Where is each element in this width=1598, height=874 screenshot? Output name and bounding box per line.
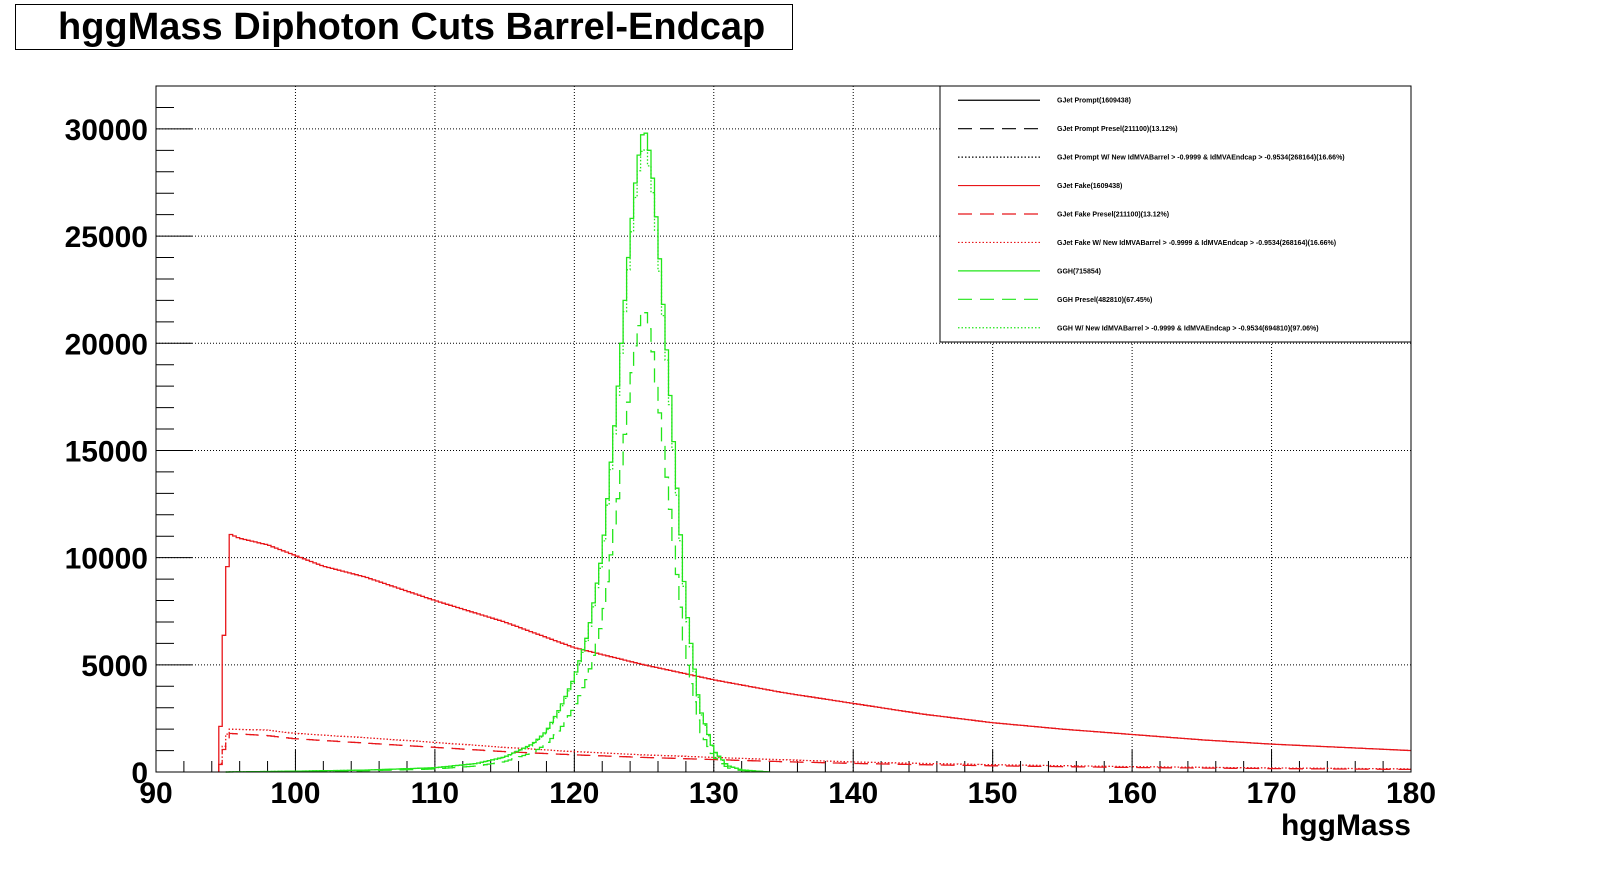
legend-label: GGH Presel(482810)(67.45%) <box>1057 297 1152 304</box>
plot-frame <box>155 85 1412 773</box>
legend-label: GJet Fake(1609438) <box>1057 183 1122 190</box>
x-tick-label: 150 <box>968 777 1018 810</box>
x-tick-label: 170 <box>1247 777 1297 810</box>
series-line-6 <box>218 728 1411 772</box>
series-line-8 <box>225 310 770 773</box>
y-tick-label: 25000 <box>65 221 148 254</box>
legend: GJet Prompt(1609438) GJet Prompt Presel(2… <box>939 85 1412 343</box>
x-tick-label: 120 <box>549 777 599 810</box>
series-line-4 <box>218 533 1411 772</box>
y-tick-label: 30000 <box>65 114 148 147</box>
legend-label: GJet Prompt Presel(211100)(13.12%) <box>1057 126 1178 133</box>
x-tick-label: 160 <box>1107 777 1157 810</box>
legend-label: GJet Fake W/ New IdMVABarrel > -0.9999 &… <box>1057 240 1336 247</box>
legend-label: GJet Fake Presel(211100)(13.12%) <box>1057 212 1169 219</box>
x-axis-title: hggMass <box>1281 809 1411 842</box>
y-tick-label: 10000 <box>65 543 148 576</box>
series-line-7 <box>225 132 770 773</box>
y-tick-labels: 0 5000 10000 15000 20000 25000 30000 <box>65 114 148 790</box>
x-tick-label: 100 <box>270 777 320 810</box>
y-tick-label: 15000 <box>65 435 148 468</box>
chart-title: hggMass Diphoton Cuts Barrel-Endcap <box>15 4 793 50</box>
series-line-5 <box>218 732 1411 772</box>
x-tick-label: 130 <box>689 777 739 810</box>
x-tick-label: 180 <box>1386 777 1436 810</box>
grid <box>156 86 1411 772</box>
x-tick-label: 140 <box>828 777 878 810</box>
series-line-9 <box>225 149 770 773</box>
legend-label: GJet Prompt(1609438) <box>1057 98 1131 105</box>
series-layer <box>218 132 1411 773</box>
y-tick-label: 5000 <box>81 650 148 683</box>
x-tick-label: 90 <box>139 777 172 810</box>
x-tick-label: 110 <box>411 777 459 810</box>
legend-box <box>939 85 1412 343</box>
legend-label: GGH W/ New IdMVABarrel > -0.9999 & IdMVA… <box>1057 325 1319 332</box>
x-tick-labels: 90 100 110 120 130 140 150 160 170 180 <box>139 777 1436 810</box>
legend-label: GGH(715854) <box>1057 268 1101 275</box>
legend-label: GJet Prompt W/ New IdMVABarrel > -0.9999… <box>1057 155 1345 162</box>
y-tick-label: 20000 <box>65 328 148 361</box>
y-tick-label: 0 <box>131 757 148 790</box>
